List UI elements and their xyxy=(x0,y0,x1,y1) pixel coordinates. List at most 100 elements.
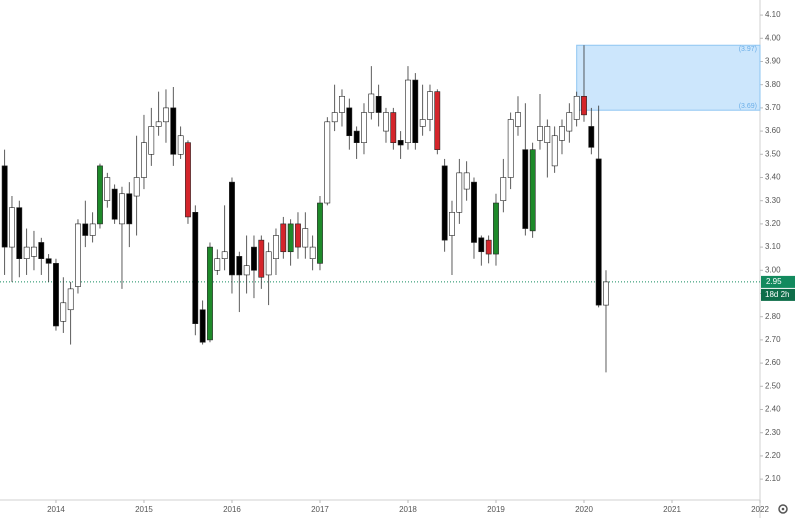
zone-bottom-label: (3.69) xyxy=(739,103,757,110)
candle-body xyxy=(573,95,580,120)
candle-body xyxy=(67,288,74,311)
candle-body xyxy=(500,177,507,201)
candle-body xyxy=(463,172,470,190)
candle-body xyxy=(566,112,573,132)
y-tick-label: 2.50 xyxy=(765,381,781,390)
y-tick-label: 3.00 xyxy=(765,265,781,274)
candle-body xyxy=(595,158,602,306)
candle-body xyxy=(449,211,455,236)
candle-body xyxy=(331,112,338,123)
y-tick-label: 2.10 xyxy=(765,474,781,483)
y-tick-label: 3.70 xyxy=(765,103,781,112)
candle-body xyxy=(412,79,419,143)
x-tick-label: 2020 xyxy=(575,505,593,514)
candle-body xyxy=(23,246,30,260)
candle-body xyxy=(163,107,169,123)
y-tick-label: 3.30 xyxy=(765,196,781,205)
countdown-label: 18d 2h xyxy=(765,290,789,299)
candle-body xyxy=(434,91,441,150)
candle-body xyxy=(287,223,294,253)
candle-body xyxy=(229,181,235,276)
candle-body xyxy=(45,258,52,264)
gear-center[interactable] xyxy=(781,507,785,511)
candle-body xyxy=(485,239,492,255)
candle-body xyxy=(471,181,477,243)
y-tick-label: 4.00 xyxy=(765,33,781,42)
y-tick-label: 3.10 xyxy=(765,242,781,251)
candle-body xyxy=(507,119,514,178)
zone-top-label: (3.97) xyxy=(739,46,757,53)
candle-body xyxy=(60,302,67,322)
y-tick-label: 3.50 xyxy=(765,149,781,158)
candle-body xyxy=(126,193,133,225)
candle-body xyxy=(478,237,485,253)
candle-body xyxy=(243,265,250,276)
candle-body xyxy=(405,79,411,143)
candle-body xyxy=(456,172,463,213)
countdown-tag xyxy=(761,288,795,301)
candle-body xyxy=(141,142,147,178)
candle-body xyxy=(111,188,118,220)
x-tick-label: 2016 xyxy=(223,505,241,514)
candle-body xyxy=(383,112,389,132)
candle-body xyxy=(317,202,323,264)
y-tick-label: 2.80 xyxy=(765,312,781,321)
candle-body xyxy=(133,177,140,197)
candle-body xyxy=(581,95,587,116)
x-tick-label: 2021 xyxy=(663,505,681,514)
y-tick-label: 3.40 xyxy=(765,173,781,182)
candle-body xyxy=(302,228,309,248)
candle-body xyxy=(148,126,155,155)
y-tick-label: 3.90 xyxy=(765,57,781,66)
gear[interactable] xyxy=(778,504,788,514)
candle-body xyxy=(1,165,8,248)
candle-body xyxy=(265,251,272,276)
candle-body xyxy=(38,242,45,260)
candle-body xyxy=(295,223,301,248)
candle-body xyxy=(251,246,257,271)
candle-body xyxy=(89,223,96,236)
y-tick-label: 2.60 xyxy=(765,358,781,367)
candle-body xyxy=(551,135,558,167)
candle-body xyxy=(31,246,37,257)
candle-body xyxy=(9,207,15,248)
candle-body xyxy=(207,246,213,341)
candle-body xyxy=(441,165,448,241)
y-tick-label: 2.30 xyxy=(765,428,781,437)
y-tick-label: 3.60 xyxy=(765,126,781,135)
candle-body xyxy=(361,112,367,143)
zone-box xyxy=(576,44,761,111)
candle-body xyxy=(559,126,565,141)
candle-body xyxy=(537,126,543,141)
last-price-tag xyxy=(761,275,795,288)
x-tick-label: 2019 xyxy=(487,505,505,514)
candle-body xyxy=(214,258,221,271)
y-tick-label: 2.40 xyxy=(765,405,781,414)
settings-icon[interactable] xyxy=(778,504,788,514)
candle-body xyxy=(529,149,536,232)
candle-body xyxy=(603,281,609,306)
candle-body xyxy=(346,107,353,137)
last-price-label: 2.95 xyxy=(766,277,782,286)
candle-body xyxy=(97,165,103,225)
candle-body xyxy=(353,130,360,143)
candle-body xyxy=(192,211,199,324)
candle-body xyxy=(170,107,177,155)
candle-body xyxy=(280,223,287,253)
x-tick-label: 2018 xyxy=(399,505,417,514)
candle-body xyxy=(324,121,331,204)
x-tick-label: 2014 xyxy=(47,505,65,514)
candle-body xyxy=(177,135,184,155)
candle-body xyxy=(119,193,125,225)
candle-body xyxy=(588,126,595,148)
candle-body xyxy=(258,239,265,278)
candle-body xyxy=(522,149,529,229)
x-tick-label: 2015 xyxy=(135,505,153,514)
candle-body xyxy=(368,93,375,113)
candle-body xyxy=(390,112,397,143)
y-tick-label: 2.20 xyxy=(765,451,781,460)
y-tick-label: 3.20 xyxy=(765,219,781,228)
candle-body xyxy=(493,202,499,255)
